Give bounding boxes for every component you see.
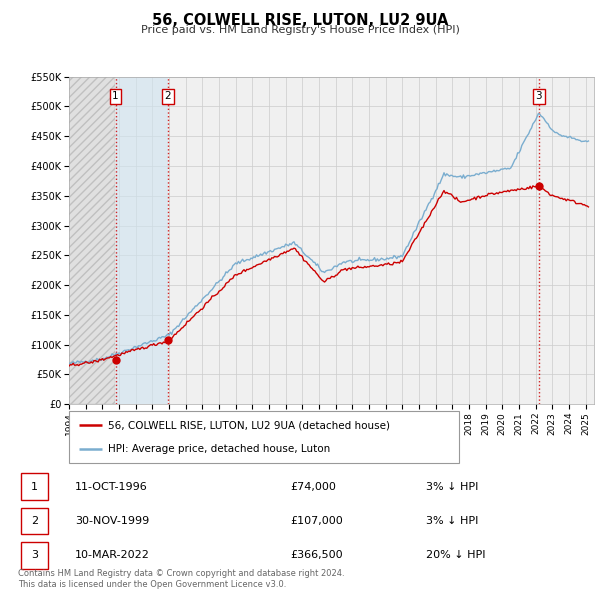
Text: 3% ↓ HPI: 3% ↓ HPI — [426, 516, 479, 526]
Bar — [69, 77, 115, 404]
Text: £74,000: £74,000 — [290, 482, 336, 491]
Text: 30-NOV-1999: 30-NOV-1999 — [75, 516, 149, 526]
Text: 1: 1 — [112, 91, 119, 101]
Text: 3: 3 — [536, 91, 542, 101]
Bar — [115, 77, 167, 404]
Text: 10-MAR-2022: 10-MAR-2022 — [75, 550, 149, 560]
FancyBboxPatch shape — [21, 507, 48, 535]
Text: Price paid vs. HM Land Registry's House Price Index (HPI): Price paid vs. HM Land Registry's House … — [140, 25, 460, 35]
Text: HPI: Average price, detached house, Luton: HPI: Average price, detached house, Luto… — [108, 444, 330, 454]
FancyBboxPatch shape — [69, 411, 459, 463]
Text: 11-OCT-1996: 11-OCT-1996 — [75, 482, 148, 491]
FancyBboxPatch shape — [21, 473, 48, 500]
Text: 56, COLWELL RISE, LUTON, LU2 9UA (detached house): 56, COLWELL RISE, LUTON, LU2 9UA (detach… — [108, 420, 390, 430]
Text: 20% ↓ HPI: 20% ↓ HPI — [426, 550, 486, 560]
Text: 3: 3 — [31, 550, 38, 560]
Text: 1: 1 — [31, 482, 38, 491]
Text: 56, COLWELL RISE, LUTON, LU2 9UA: 56, COLWELL RISE, LUTON, LU2 9UA — [152, 13, 448, 28]
Text: 2: 2 — [164, 91, 171, 101]
Text: 3% ↓ HPI: 3% ↓ HPI — [426, 482, 479, 491]
Text: £107,000: £107,000 — [290, 516, 343, 526]
Text: 2: 2 — [31, 516, 38, 526]
Text: Contains HM Land Registry data © Crown copyright and database right 2024.
This d: Contains HM Land Registry data © Crown c… — [18, 569, 344, 589]
Text: £366,500: £366,500 — [290, 550, 343, 560]
FancyBboxPatch shape — [21, 542, 48, 569]
